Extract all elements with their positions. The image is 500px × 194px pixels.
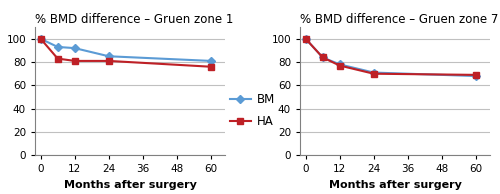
Text: % BMD difference – Gruen zone 1: % BMD difference – Gruen zone 1 [35, 13, 234, 26]
Text: % BMD difference – Gruen zone 7: % BMD difference – Gruen zone 7 [300, 13, 498, 26]
Legend: BM, HA: BM, HA [225, 88, 280, 133]
X-axis label: Months after surgery: Months after surgery [328, 180, 462, 190]
X-axis label: Months after surgery: Months after surgery [64, 180, 196, 190]
